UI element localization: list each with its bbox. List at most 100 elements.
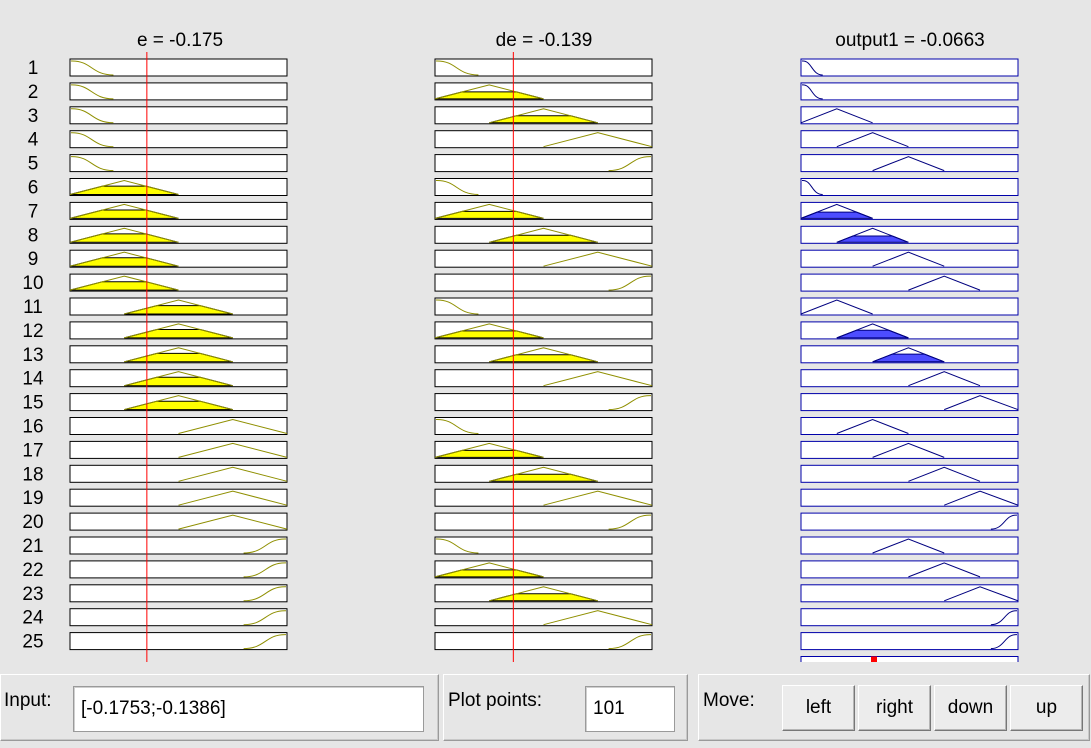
de-mf-curve <box>489 347 598 363</box>
input-label: Input: <box>4 690 52 711</box>
output-mf-curve <box>800 203 873 219</box>
e-mf-curve <box>124 395 233 411</box>
e-mf-curve <box>124 299 233 315</box>
move-up-button[interactable]: up <box>1010 685 1083 731</box>
de-mf-curve <box>489 586 598 602</box>
e-mf-curve <box>178 466 288 482</box>
output-mf-box <box>800 58 1019 77</box>
de-mf-curve <box>434 203 544 219</box>
de-mf-curve <box>436 299 479 315</box>
move-label: Move: <box>703 690 755 711</box>
rule-plots-svg: e = -0.175 de = -0.139 output1 = -0.066312… <box>22 30 1019 662</box>
defuzzified-output-marker <box>871 656 877 662</box>
move-left-button[interactable]: left <box>782 685 855 731</box>
rule-number: 10 <box>22 273 43 294</box>
de-mf-box <box>434 130 653 149</box>
de-mf-curve <box>436 60 479 76</box>
de-mf-box <box>434 632 653 651</box>
output-mf-curve <box>872 347 945 363</box>
de-mf-curve <box>434 442 544 458</box>
rule-number: 20 <box>22 512 43 533</box>
de-mf-curve <box>608 514 651 530</box>
move-right-button[interactable]: right <box>858 685 931 731</box>
de-mf-curve <box>434 84 544 100</box>
output-mf-curve <box>944 490 1019 506</box>
e-mf-curve <box>243 586 286 602</box>
de-mf-curve <box>489 466 598 482</box>
e-mf-box <box>69 464 288 483</box>
de-mf-curve <box>436 419 479 434</box>
output-mf-box <box>800 440 1019 459</box>
output-mf-box <box>800 536 1019 555</box>
e-mf-curve <box>69 275 179 291</box>
rule-number: 5 <box>28 154 39 175</box>
rule-number: 18 <box>22 464 43 485</box>
output-mf-curve <box>944 395 1019 411</box>
e-mf-curve <box>124 371 233 387</box>
output-mf-curve <box>872 538 945 554</box>
de-mf-box <box>434 417 653 435</box>
input-panel <box>0 674 439 741</box>
output-mf-box <box>800 321 1019 340</box>
e-mf-box <box>69 512 288 531</box>
aggregate-output-box <box>800 656 1019 662</box>
output-mf-curve <box>908 562 981 578</box>
output-mf-curve <box>908 275 981 291</box>
output-mf-curve <box>908 466 981 482</box>
e-mf-box <box>69 82 288 101</box>
output-mf-curve <box>990 610 1017 626</box>
de-mf-box <box>434 488 653 507</box>
output-mf-box <box>800 512 1019 531</box>
range-label: 0.6 <box>274 660 300 662</box>
input-vector-field[interactable] <box>73 686 424 732</box>
e-mf-box <box>69 632 288 651</box>
output-mf-curve <box>802 60 823 76</box>
move-down-button[interactable]: down <box>934 685 1007 731</box>
output-mf-curve <box>802 180 823 195</box>
e-mf-box <box>69 560 288 579</box>
e-mf-curve <box>71 156 114 172</box>
e-mf-curve <box>71 132 114 148</box>
de-mf-box <box>434 154 653 173</box>
e-mf-curve <box>69 179 179 195</box>
output-mf-box <box>800 273 1019 292</box>
output-mf-curve <box>836 418 909 434</box>
de-mf-box <box>434 393 653 412</box>
output-mf-curve <box>836 132 909 148</box>
plot-points-field[interactable] <box>585 686 675 732</box>
e-mf-curve <box>124 347 233 363</box>
e-mf-curve <box>178 442 288 458</box>
e-mf-box <box>69 417 288 435</box>
e-mf-curve <box>71 108 114 124</box>
de-mf-curve <box>543 490 653 506</box>
rule-number: 8 <box>28 225 39 246</box>
output-mf-box <box>800 249 1019 268</box>
output-mf-box <box>800 560 1019 579</box>
output-mf-curve <box>836 323 909 339</box>
output-mf-box <box>800 82 1019 101</box>
e-mf-curve <box>178 418 288 434</box>
output-mf-curve <box>802 84 823 100</box>
output-mf-box <box>800 488 1019 507</box>
output-mf-curve <box>872 156 945 172</box>
rule-number: 9 <box>28 249 39 270</box>
de-mf-box <box>434 608 653 627</box>
de-mf-curve <box>436 180 479 195</box>
e-mf-curve <box>243 634 286 650</box>
plot-points-panel <box>443 674 688 741</box>
rule-number: 23 <box>22 584 43 605</box>
de-mf-curve <box>543 371 653 387</box>
output-mf-box <box>800 584 1019 603</box>
e-mf-curve <box>243 610 286 626</box>
output-mf-box <box>800 297 1019 316</box>
rule-viewer-plot: e = -0.175 de = -0.139 output1 = -0.0663 1 2… <box>22 30 1019 662</box>
de-mf-curve <box>434 323 544 339</box>
rule-number: 24 <box>22 608 44 629</box>
e-mf-curve <box>71 84 114 100</box>
de-mf-box <box>434 249 653 268</box>
e-mf-curve <box>71 60 114 76</box>
de-mf-curve <box>543 610 653 626</box>
output-mf-curve <box>990 634 1017 650</box>
de-mf-curve <box>489 227 598 243</box>
e-mf-box <box>69 58 288 77</box>
